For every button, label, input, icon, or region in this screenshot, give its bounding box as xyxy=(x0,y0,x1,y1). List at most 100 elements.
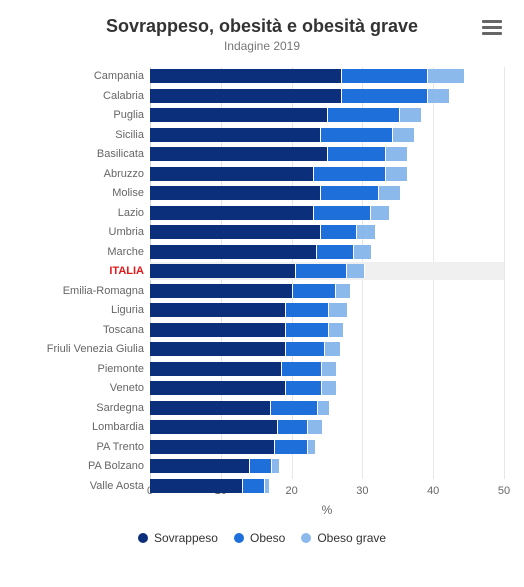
bar-segment-obeso[interactable] xyxy=(321,225,357,239)
legend-item-obeso[interactable]: Obeso xyxy=(234,531,285,545)
bar-segment-obeso[interactable] xyxy=(278,420,307,434)
bar-segment-sovrappeso[interactable] xyxy=(150,420,278,434)
bar-segment-obeso_grave[interactable] xyxy=(308,440,316,454)
bar-segment-obeso_grave[interactable] xyxy=(428,89,450,103)
bar-segment-obeso[interactable] xyxy=(293,284,336,298)
category-label: Liguria xyxy=(18,303,144,317)
bar-segment-obeso_grave[interactable] xyxy=(386,167,408,181)
bar-segment-obeso_grave[interactable] xyxy=(371,206,390,220)
bar-segment-sovrappeso[interactable] xyxy=(150,108,328,122)
bar-segment-obeso_grave[interactable] xyxy=(325,342,340,356)
bar-segment-obeso_grave[interactable] xyxy=(336,284,351,298)
bar-row: Abruzzo xyxy=(150,167,504,181)
bar-segment-obeso[interactable] xyxy=(317,245,353,259)
bar-segment-obeso_grave[interactable] xyxy=(308,420,323,434)
bar-row: Molise xyxy=(150,186,504,200)
bar-segment-obeso[interactable] xyxy=(328,108,400,122)
bar-segment-sovrappeso[interactable] xyxy=(150,186,321,200)
legend-item-sovrappeso[interactable]: Sovrappeso xyxy=(138,531,218,545)
hamburger-menu-icon[interactable] xyxy=(482,20,502,36)
bar-row: Lombardia xyxy=(150,420,504,434)
bar-segment-obeso[interactable] xyxy=(342,69,428,83)
bar-segment-obeso_grave[interactable] xyxy=(393,128,415,142)
bar-segment-sovrappeso[interactable] xyxy=(150,167,314,181)
bar-segment-sovrappeso[interactable] xyxy=(150,303,286,317)
bar-segment-sovrappeso[interactable] xyxy=(150,206,314,220)
bar-segment-obeso[interactable] xyxy=(321,128,393,142)
bar-row: PA Trento xyxy=(150,440,504,454)
bar-segment-sovrappeso[interactable] xyxy=(150,381,286,395)
bar-segment-sovrappeso[interactable] xyxy=(150,459,250,473)
bar-segment-obeso_grave[interactable] xyxy=(400,108,422,122)
bar-segment-obeso_grave[interactable] xyxy=(357,225,376,239)
bar-segment-obeso_grave[interactable] xyxy=(322,362,337,376)
bar-segment-obeso_grave[interactable] xyxy=(386,147,408,161)
category-label: Molise xyxy=(18,186,144,200)
category-label: Sicilia xyxy=(18,128,144,142)
category-label: Friuli Venezia Giulia xyxy=(18,342,144,356)
bar-segment-obeso[interactable] xyxy=(314,167,386,181)
legend: Sovrappeso Obeso Obeso grave xyxy=(20,531,504,546)
bar-segment-sovrappeso[interactable] xyxy=(150,323,286,337)
bar-segment-obeso_grave[interactable] xyxy=(354,245,373,259)
bar-segment-obeso[interactable] xyxy=(286,342,326,356)
bar-segment-obeso_grave[interactable] xyxy=(272,459,280,473)
bar-segment-sovrappeso[interactable] xyxy=(150,69,342,83)
bar-segment-obeso_grave[interactable] xyxy=(318,401,330,415)
bar-segment-obeso_grave[interactable] xyxy=(428,69,464,83)
bar-segment-obeso[interactable] xyxy=(282,362,322,376)
bar-segment-obeso[interactable] xyxy=(296,264,347,278)
bar-row: Umbria xyxy=(150,225,504,239)
category-label: ITALIA xyxy=(18,264,144,278)
bar-segment-sovrappeso[interactable] xyxy=(150,264,296,278)
category-label: Campania xyxy=(18,69,144,83)
bar-segment-sovrappeso[interactable] xyxy=(150,245,317,259)
bar-segment-obeso[interactable] xyxy=(271,401,318,415)
bar-segment-sovrappeso[interactable] xyxy=(150,401,271,415)
legend-item-obeso_grave[interactable]: Obeso grave xyxy=(301,531,386,545)
legend-label: Obeso xyxy=(250,531,285,545)
bar-row: Friuli Venezia Giulia xyxy=(150,342,504,356)
bar-segment-obeso_grave[interactable] xyxy=(329,303,348,317)
bar-segment-obeso[interactable] xyxy=(286,303,329,317)
bar-segment-obeso_grave[interactable] xyxy=(265,479,270,493)
bar-segment-sovrappeso[interactable] xyxy=(150,284,293,298)
bar-segment-obeso[interactable] xyxy=(321,186,379,200)
bar-row: Sicilia xyxy=(150,128,504,142)
category-label: Lazio xyxy=(18,206,144,220)
bar-segment-obeso[interactable] xyxy=(275,440,308,454)
category-label: PA Trento xyxy=(18,440,144,454)
x-axis-title: % xyxy=(150,503,504,517)
bar-row: Valle Aosta xyxy=(150,479,504,493)
bar-segment-obeso[interactable] xyxy=(314,206,372,220)
bar-segment-sovrappeso[interactable] xyxy=(150,225,321,239)
bar-segment-obeso[interactable] xyxy=(286,381,322,395)
bar-row: Sardegna xyxy=(150,401,504,415)
bar-segment-sovrappeso[interactable] xyxy=(150,128,321,142)
category-label: PA Bolzano xyxy=(18,459,144,473)
bar-segment-sovrappeso[interactable] xyxy=(150,479,243,493)
bar-segment-sovrappeso[interactable] xyxy=(150,147,328,161)
bar-segment-sovrappeso[interactable] xyxy=(150,362,282,376)
bar-segment-sovrappeso[interactable] xyxy=(150,89,342,103)
bar-segment-sovrappeso[interactable] xyxy=(150,440,275,454)
bar-segment-obeso_grave[interactable] xyxy=(347,264,366,278)
grid-line xyxy=(504,67,505,479)
category-label: Puglia xyxy=(18,108,144,122)
category-label: Valle Aosta xyxy=(18,479,144,493)
bar-row: Basilicata xyxy=(150,147,504,161)
bar-segment-obeso[interactable] xyxy=(286,323,329,337)
category-label: Umbria xyxy=(18,225,144,239)
bar-segment-obeso_grave[interactable] xyxy=(322,381,337,395)
bar-segment-obeso[interactable] xyxy=(328,147,386,161)
bar-segment-obeso_grave[interactable] xyxy=(379,186,401,200)
legend-swatch-icon xyxy=(301,533,311,543)
bar-segment-sovrappeso[interactable] xyxy=(150,342,286,356)
bar-row: Puglia xyxy=(150,108,504,122)
bar-row: PA Bolzano xyxy=(150,459,504,473)
bar-segment-obeso[interactable] xyxy=(342,89,428,103)
bar-segment-obeso_grave[interactable] xyxy=(329,323,344,337)
bar-segment-obeso[interactable] xyxy=(250,459,272,473)
bar-row: Calabria xyxy=(150,89,504,103)
bar-segment-obeso[interactable] xyxy=(243,479,265,493)
